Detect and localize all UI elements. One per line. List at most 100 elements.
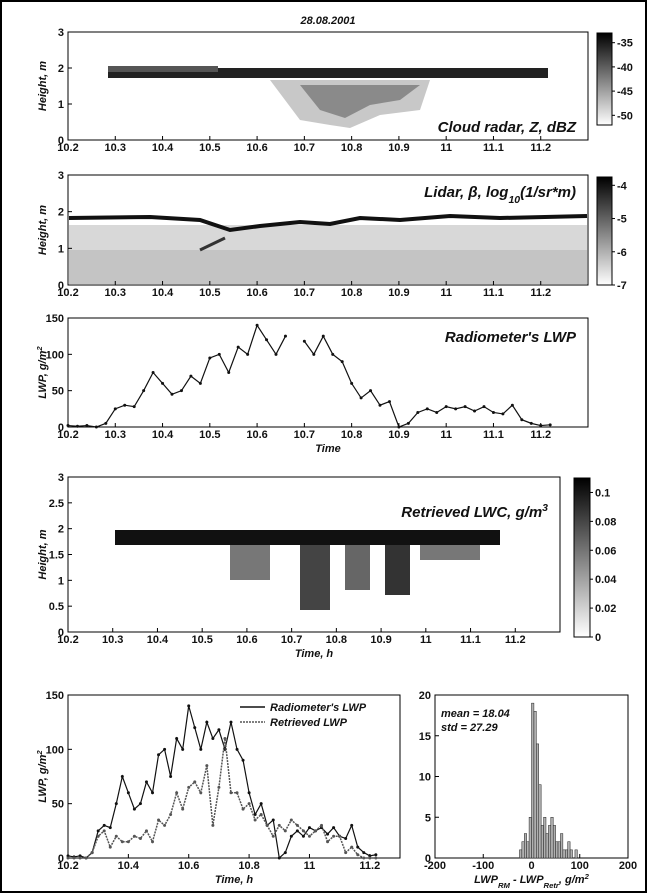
- x-tick-label: 10.9: [388, 287, 409, 299]
- chart-title: 28.08.2001: [299, 15, 355, 27]
- x-tick-label: 11: [440, 287, 452, 299]
- colorbar-tick-label: 0.1: [595, 487, 610, 499]
- y-tick-label: 150: [46, 690, 64, 702]
- bar: [569, 849, 573, 859]
- point: [114, 802, 118, 806]
- point: [313, 829, 317, 833]
- point: [142, 389, 146, 393]
- point: [217, 785, 221, 789]
- y-axis-label: LWP, g/m2: [35, 346, 50, 399]
- bar: [545, 833, 549, 859]
- bar: [531, 702, 535, 859]
- point: [120, 840, 124, 844]
- y-tick-label: 1: [58, 575, 64, 587]
- point: [66, 856, 70, 860]
- y-axis-label-part: 2: [35, 750, 44, 756]
- point: [123, 403, 127, 407]
- point: [246, 352, 250, 356]
- point: [274, 352, 278, 356]
- point: [362, 856, 366, 860]
- x-tick-label: 10.6: [246, 287, 267, 299]
- point: [96, 834, 100, 838]
- x-tick-label: 10.4: [152, 287, 174, 299]
- x-tick-label: 11.1: [483, 287, 504, 299]
- point: [235, 791, 239, 795]
- point: [90, 851, 94, 855]
- y-axis-label: Height, m: [37, 61, 49, 111]
- x-tick-label: 11: [440, 142, 452, 154]
- point: [229, 720, 233, 724]
- point: [189, 374, 193, 378]
- y-tick-label: 0: [58, 627, 64, 639]
- point: [416, 410, 420, 414]
- point: [163, 823, 167, 827]
- y-axis-label-part: 2: [35, 346, 44, 352]
- lidar-field: [68, 213, 588, 284]
- y-tick-label: 0: [58, 280, 64, 292]
- point: [94, 425, 98, 429]
- colorbar-tick-label: 0.04: [595, 574, 617, 586]
- point: [170, 392, 174, 396]
- x-axis-label: Time, h: [215, 874, 254, 886]
- bar: [574, 849, 578, 859]
- point: [350, 845, 354, 849]
- point: [236, 345, 240, 349]
- x-tick-label: 10.6: [178, 860, 199, 872]
- point: [102, 829, 106, 833]
- point: [205, 764, 209, 768]
- x-tick-label: 10.5: [199, 142, 220, 154]
- point: [277, 856, 281, 860]
- point: [271, 818, 275, 822]
- x-tick-label: 10.4: [118, 860, 140, 872]
- y-tick-label: 1: [58, 99, 64, 111]
- point: [501, 412, 505, 416]
- series-line: [67, 705, 376, 860]
- y-tick-label: 0.5: [49, 601, 64, 613]
- x-tick-label: 10.5: [191, 634, 212, 646]
- x-tick-label: 10.3: [105, 287, 126, 299]
- x-tick-label: 11.2: [530, 429, 551, 441]
- point: [295, 823, 299, 827]
- x-axis-label-part: LWP: [474, 874, 498, 886]
- y-tick-label: 0: [58, 135, 64, 147]
- point: [144, 829, 148, 833]
- point: [374, 856, 378, 860]
- x-axis-label: Time, h: [295, 648, 334, 660]
- point: [520, 418, 524, 422]
- point: [102, 823, 106, 827]
- series-line: [303, 334, 551, 428]
- annotation-part: (1/sr*m): [520, 184, 576, 201]
- point: [350, 823, 354, 827]
- plot-frame: [67, 31, 589, 141]
- x-tick-label: 100: [571, 860, 589, 872]
- point: [320, 823, 324, 827]
- point: [332, 826, 336, 830]
- x-tick-label: 11.2: [505, 634, 526, 646]
- point: [114, 834, 118, 838]
- colorbar-tick-label: 0.06: [595, 545, 616, 557]
- x-tick-label: -100: [472, 860, 494, 872]
- point: [482, 405, 486, 409]
- x-tick-label: 11.2: [530, 142, 551, 154]
- point: [108, 845, 112, 849]
- plot-frame: [67, 694, 401, 859]
- bar: [550, 817, 554, 859]
- point: [151, 791, 155, 795]
- x-tick-label: 10.5: [199, 287, 220, 299]
- y-tick-label: 5: [425, 812, 431, 824]
- point: [378, 403, 382, 407]
- point: [406, 421, 410, 425]
- plot-frame: [67, 174, 589, 286]
- annotation-part: Retrieved LWC, g/m: [401, 504, 542, 521]
- point: [151, 371, 155, 374]
- point: [283, 829, 287, 833]
- y-tick-label: 3: [58, 27, 64, 39]
- point: [510, 403, 514, 407]
- point: [397, 425, 401, 429]
- point: [241, 807, 245, 811]
- point: [223, 736, 227, 740]
- point: [227, 371, 231, 374]
- colorbar-tick-label: 0.08: [595, 516, 616, 528]
- point: [85, 424, 89, 428]
- y-tick-label: 20: [419, 690, 431, 702]
